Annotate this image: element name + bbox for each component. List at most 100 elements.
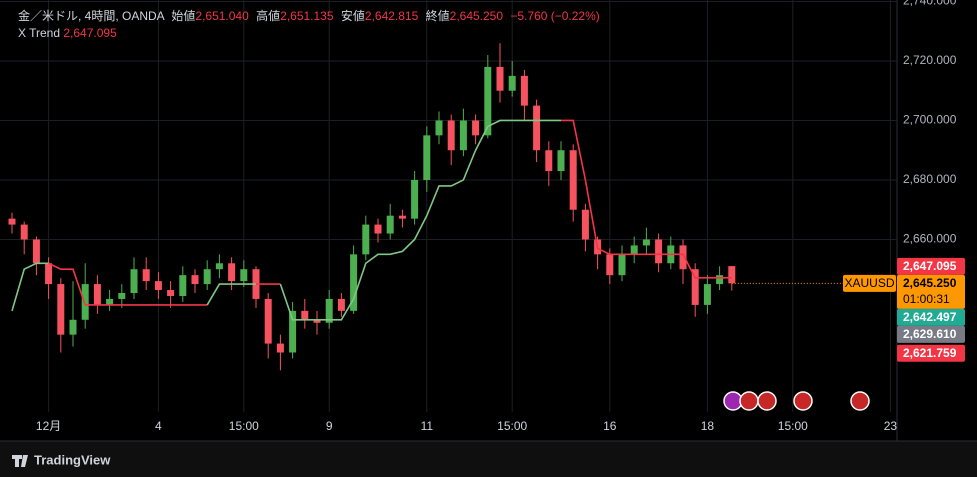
candle-body <box>386 215 394 234</box>
candle-body <box>167 290 175 296</box>
candle-body <box>301 310 309 320</box>
x-tick-label: 12月 <box>36 419 61 433</box>
candle-body <box>557 150 565 172</box>
trend-line <box>206 283 256 306</box>
candle-body <box>496 66 504 91</box>
label: 安値 <box>340 9 365 23</box>
candle-body <box>93 284 101 305</box>
change: −5.760 (−0.22%) <box>510 9 600 23</box>
ohlc-line: 金／米ドル, 4時間, OANDA 始値2,651.040 高値2,651.13… <box>18 8 604 25</box>
event-icon[interactable] <box>850 391 870 411</box>
label: 始値 <box>171 9 196 23</box>
event-icons <box>723 391 870 411</box>
trend-line <box>11 262 49 312</box>
candle-body <box>581 209 589 240</box>
indicator-value: 2,647.095 <box>63 26 117 40</box>
candle-body <box>289 310 297 353</box>
candle-body <box>325 298 333 323</box>
x-tick-label: 15:00 <box>229 419 259 433</box>
price-tag <box>897 308 965 326</box>
y-tick-label: 2,700.000 <box>903 113 957 127</box>
candle-body <box>154 281 162 291</box>
candle-body <box>179 275 187 296</box>
trend-line <box>48 262 208 306</box>
candle-body <box>81 284 89 320</box>
price-tag <box>897 274 965 309</box>
x-tick-label: 15:00 <box>497 419 527 433</box>
candle-body <box>716 275 724 285</box>
event-icon[interactable] <box>793 391 813 411</box>
price-tag-label: 2,647.095 <box>903 259 957 273</box>
x-tick-label: 15:00 <box>778 419 808 433</box>
candle-body <box>423 135 431 180</box>
y-tick-label: 2,660.000 <box>903 232 957 246</box>
candle-body <box>191 275 199 285</box>
candle-body <box>533 105 541 151</box>
candle-body <box>618 254 626 276</box>
indicator-line: X Trend 2,647.095 <box>18 25 604 42</box>
candle-body <box>228 263 236 282</box>
x-tick-label: 9 <box>326 419 333 433</box>
x-tick-label: 23 <box>884 419 898 433</box>
candle-body <box>691 269 699 305</box>
candle-body <box>508 75 516 91</box>
candle-body <box>313 319 321 323</box>
value: 2,645.250 <box>449 9 504 23</box>
y-tick-label: 2,680.000 <box>903 172 957 186</box>
candle-body <box>203 269 211 285</box>
price-tag-label: 2,629.610 <box>903 327 957 341</box>
event-icon[interactable] <box>757 391 777 411</box>
candle-body <box>8 218 16 225</box>
candle-body <box>398 215 406 219</box>
candle-body <box>642 239 650 246</box>
candle-body <box>362 224 370 255</box>
candle-body <box>45 263 53 285</box>
trend-line <box>279 119 561 321</box>
price-tag <box>897 344 965 362</box>
footer <box>0 441 977 477</box>
candle-body <box>569 150 577 210</box>
candle-body <box>350 254 358 311</box>
brand-logo <box>12 455 28 467</box>
candle-body <box>411 179 419 219</box>
candle-body <box>276 343 284 353</box>
trend-line <box>561 119 732 279</box>
candle-body <box>472 120 480 136</box>
plot <box>8 43 897 371</box>
grid: 2,740.000 2,720.000 2,700.000 2,680.000 2,66… <box>0 0 957 433</box>
x-tick-label: 11 <box>421 419 434 433</box>
candle-body <box>679 245 687 270</box>
candle-body <box>606 254 614 276</box>
candle-body <box>459 120 467 151</box>
candle-body <box>630 245 638 255</box>
candle-body <box>20 224 28 240</box>
indicator-name: X Trend <box>18 26 61 40</box>
brand: TradingView <box>34 452 111 467</box>
countdown: 01:00:31 <box>903 292 950 306</box>
event-icon[interactable] <box>739 391 759 411</box>
value: 2,642.815 <box>364 9 419 23</box>
candle-body <box>215 263 223 270</box>
candle-body <box>374 224 382 234</box>
candle-body <box>264 298 272 344</box>
candle-body <box>728 266 736 284</box>
price-tags: 2,647.095 2,645.250 01:00:31 XAUUSD 2,642.49… <box>843 257 965 362</box>
value: 2,651.135 <box>280 9 334 23</box>
candle-body <box>32 239 40 264</box>
candle-body <box>57 284 65 335</box>
price-tag-label: 2,621.759 <box>903 346 957 360</box>
symbol-tag <box>843 274 896 292</box>
label: 高値 <box>256 9 281 23</box>
label: 終値 <box>425 9 450 23</box>
price-tag-label: 2,645.250 <box>903 276 957 290</box>
x-tick-label: 4 <box>155 419 162 433</box>
symbol: 金／米ドル, 4時間, OANDA <box>18 9 165 23</box>
candle-body <box>337 298 345 311</box>
value: 2,651.040 <box>195 9 249 23</box>
legend: 金／米ドル, 4時間, OANDA 始値2,651.040 高値2,651.13… <box>18 8 604 42</box>
candle-body <box>703 284 711 305</box>
candle-body <box>240 269 248 282</box>
candle-body <box>142 269 150 282</box>
price-tag <box>897 325 965 343</box>
